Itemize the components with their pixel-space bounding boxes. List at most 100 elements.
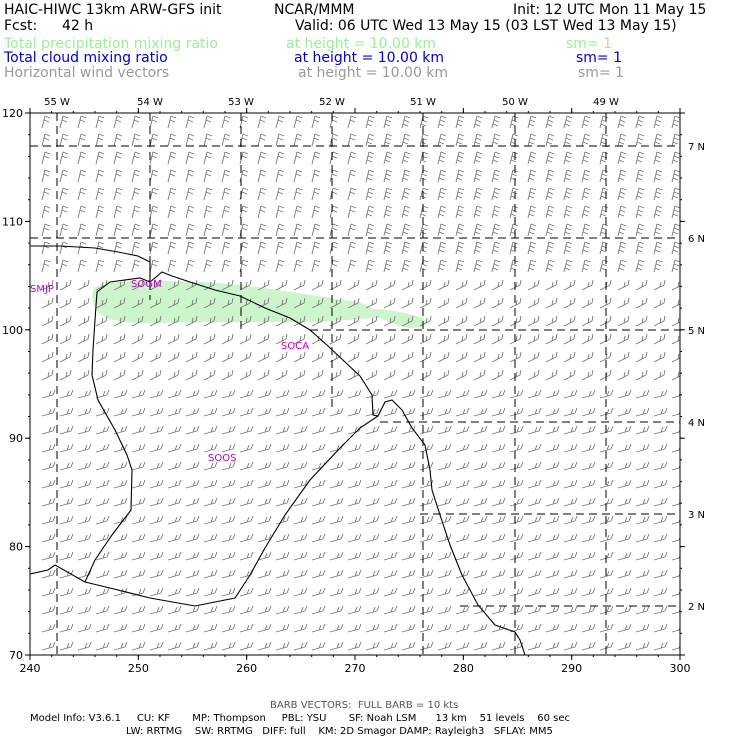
wind-barb xyxy=(365,241,375,255)
wind-barb xyxy=(617,587,632,597)
model-info-2: LW: RRTMG SW: RRTMG DIFF: full KM: 2D Sm… xyxy=(126,726,553,737)
wind-barb xyxy=(347,497,362,507)
wind-barb xyxy=(527,623,542,633)
station-label: SOGM xyxy=(131,279,162,290)
wind-barb xyxy=(113,641,128,651)
wind-barb xyxy=(509,205,519,219)
wind-barb xyxy=(239,623,254,633)
wind-barb xyxy=(401,389,416,399)
wind-barb xyxy=(635,407,650,417)
wind-barb xyxy=(149,315,162,327)
wind-barb xyxy=(437,315,450,327)
wind-barb xyxy=(113,479,128,489)
wind-barb xyxy=(635,497,650,507)
wind-barb xyxy=(671,572,680,579)
wind-barb xyxy=(275,407,290,417)
wind-barb xyxy=(221,443,236,453)
wind-barb xyxy=(599,569,614,579)
wind-barb xyxy=(671,554,680,561)
field-1-height: at height = 10.00 km xyxy=(286,36,437,52)
wind-barb xyxy=(401,241,411,255)
wind-barb xyxy=(653,443,668,453)
axis-ticks xyxy=(25,108,685,660)
wind-barb xyxy=(59,333,72,345)
wind-barb xyxy=(41,587,56,597)
wind-barb xyxy=(545,223,555,237)
wind-barb xyxy=(491,333,504,345)
wind-barb xyxy=(59,133,69,147)
wind-barb xyxy=(293,569,308,579)
wind-barb xyxy=(257,569,272,579)
wind-barb xyxy=(77,587,92,597)
wind-barb xyxy=(95,587,110,597)
wind-barb xyxy=(347,389,362,399)
wind-barb xyxy=(221,569,236,579)
wind-barb xyxy=(239,605,254,615)
wind-barb xyxy=(473,223,483,237)
wind-barb xyxy=(293,333,306,345)
wind-barb xyxy=(275,187,285,201)
wind-barb xyxy=(581,279,594,291)
wind-barb xyxy=(491,479,506,489)
wind-barb xyxy=(131,259,141,273)
field-3-sm: sm= 1 xyxy=(578,65,625,81)
wind-barb xyxy=(131,641,146,651)
wind-barb xyxy=(131,351,144,363)
wind-barb xyxy=(329,297,342,309)
wind-barb xyxy=(473,443,488,453)
wind-barb xyxy=(275,259,285,273)
wind-barb xyxy=(221,205,231,219)
wind-barb xyxy=(527,425,542,435)
wind-barb xyxy=(113,315,126,327)
wind-barb xyxy=(95,115,105,129)
wind-barb xyxy=(113,259,123,273)
wind-barb xyxy=(203,187,213,201)
wind-barb xyxy=(635,605,650,615)
wind-barb xyxy=(311,133,321,147)
wind-barb xyxy=(257,497,272,507)
wind-barb xyxy=(185,533,200,543)
wind-barb xyxy=(77,333,90,345)
wind-barb xyxy=(635,515,650,525)
wind-barb xyxy=(131,279,144,291)
wind-barb xyxy=(311,587,326,597)
wind-barb xyxy=(419,259,429,273)
x-tick-label: 270 xyxy=(345,662,366,675)
wind-barb xyxy=(239,497,254,507)
wind-barb xyxy=(203,407,218,417)
wind-barb xyxy=(401,187,411,201)
wind-barb xyxy=(41,279,54,291)
wind-barb xyxy=(329,587,344,597)
wind-barb xyxy=(419,551,434,561)
wind-barb xyxy=(293,587,308,597)
wind-barb xyxy=(419,151,429,165)
wind-barb xyxy=(491,443,506,453)
wind-barb xyxy=(203,641,218,651)
wind-barb xyxy=(437,605,452,615)
wind-barb xyxy=(149,115,159,129)
wind-barb xyxy=(149,187,159,201)
wind-barb xyxy=(329,623,344,633)
wind-barb xyxy=(527,169,537,183)
wind-barb xyxy=(149,479,164,489)
wind-barb xyxy=(527,151,537,165)
wind-barb xyxy=(581,389,596,399)
wind-barb xyxy=(149,425,164,435)
wind-barb xyxy=(203,259,213,273)
wind-barb xyxy=(365,497,380,507)
wind-barb xyxy=(185,351,198,363)
wind-barb xyxy=(257,443,272,453)
wind-barb xyxy=(365,569,380,579)
wind-barb xyxy=(653,551,668,561)
wind-barb xyxy=(617,515,632,525)
wind-barb xyxy=(365,151,375,165)
wind-barb xyxy=(491,641,506,651)
latitude-label: 6 N xyxy=(688,234,705,245)
longitude-label: 54 W xyxy=(137,97,163,108)
wind-barb xyxy=(167,115,177,129)
wind-barb xyxy=(545,241,555,255)
wind-barb xyxy=(617,115,627,129)
wind-barb xyxy=(59,641,74,651)
wind-barb xyxy=(671,482,680,489)
wind-barb xyxy=(581,333,594,345)
